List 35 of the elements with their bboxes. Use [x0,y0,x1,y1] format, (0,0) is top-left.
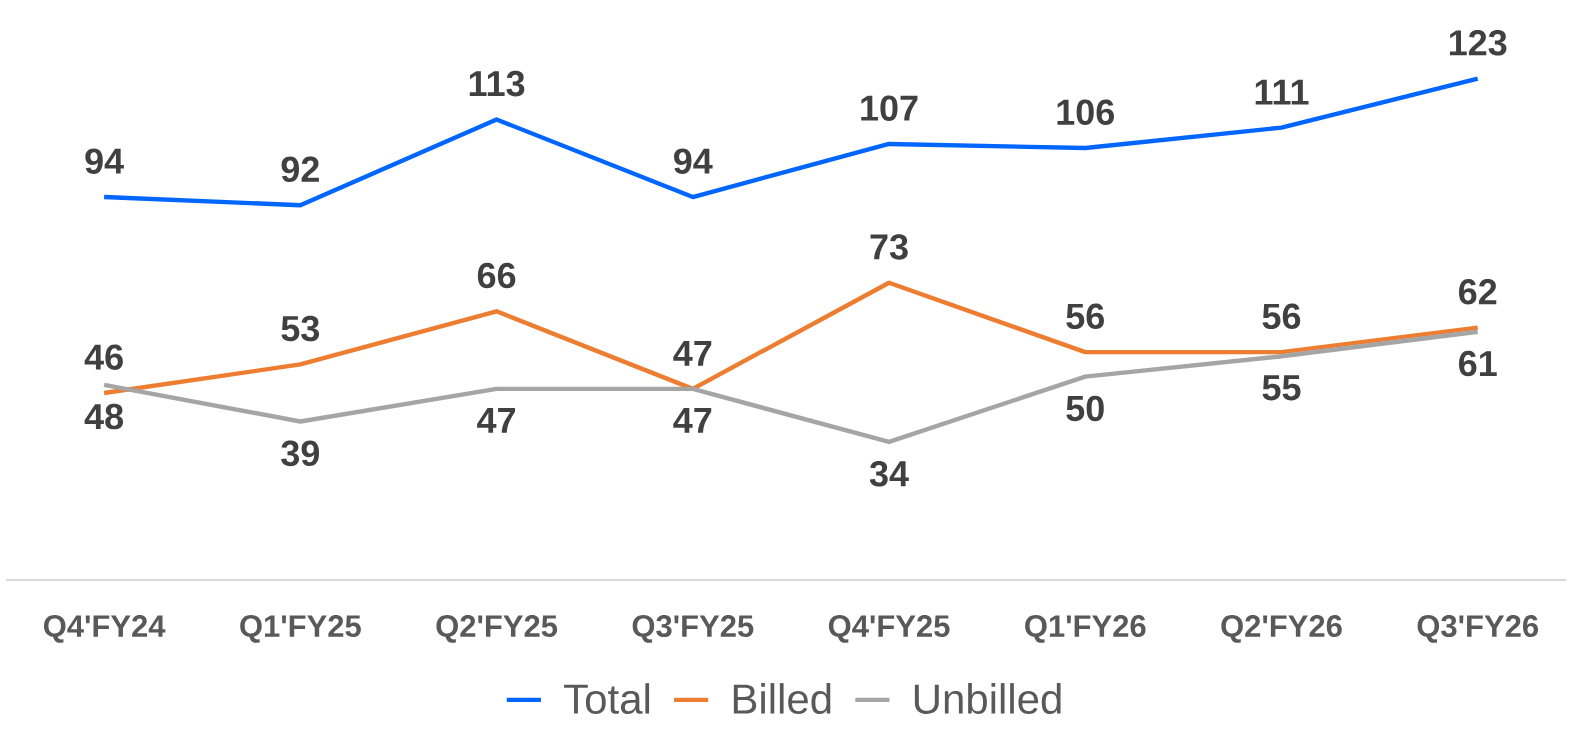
x-tick-label: Q3'FY26 [1417,615,1538,643]
data-label: 47 [477,407,516,433]
data-label: 66 [477,262,516,289]
data-label: 62 [1459,279,1497,305]
data-label: 46 [84,344,123,370]
x-tick-label: Q1'FY26 [1025,615,1146,643]
data-label: 106 [1057,99,1114,125]
x-tick-label: Q2'FY26 [1221,615,1342,643]
data-label: 53 [281,315,320,342]
data-label: 111 [1255,79,1309,105]
legend-label: Unbilled [914,683,1061,714]
x-tick-label: Q3'FY25 [632,615,754,643]
data-label: 50 [1066,395,1104,422]
data-label: 113 [469,70,525,97]
data-label: 61 [1459,350,1497,377]
legend-label: Total [564,683,650,714]
data-label: 56 [1262,303,1301,330]
legend-label: Billed [733,683,831,714]
data-label: 56 [1066,303,1104,330]
x-tick-label: Q4'FY24 [43,615,166,643]
data-label: 107 [861,95,918,121]
data-label: 123 [1449,30,1507,56]
data-label: 47 [673,407,712,433]
data-label: 73 [870,234,908,260]
data-label: 47 [673,341,712,366]
x-tick-label: Q1'FY25 [240,615,361,643]
data-label: 55 [1262,375,1301,401]
data-label: 94 [674,148,713,174]
x-tick-label: Q4'FY25 [828,615,950,643]
data-label: 39 [281,440,320,467]
data-label: 48 [84,403,124,430]
x-tick-label: Q2'FY25 [436,615,558,643]
data-label: 92 [281,156,319,183]
data-label: 34 [869,461,909,487]
data-label: 94 [85,148,124,174]
